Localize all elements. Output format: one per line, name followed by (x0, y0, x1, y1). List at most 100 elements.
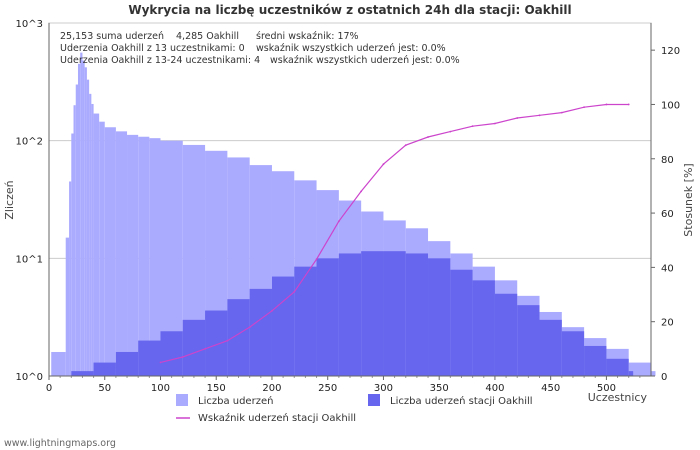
bar-all-strikes (71, 133, 74, 376)
ratio-point (226, 339, 229, 342)
bar-all-strikes (91, 103, 94, 376)
bar-station-strikes (405, 253, 429, 376)
bar-all-strikes (127, 134, 139, 376)
stat-total-strikes: 25,153 suma uderzeń (60, 31, 164, 42)
bar-all-strikes (138, 136, 150, 376)
ratio-point (248, 326, 251, 329)
x-tick-label: 250 (318, 383, 337, 394)
ratio-point (516, 117, 519, 119)
ratio-point (627, 103, 630, 106)
bar-all-strikes (104, 127, 116, 376)
ratio-point (271, 309, 273, 312)
ratio-point (583, 106, 586, 109)
stat-station-strikes: 4,285 Oakhill (176, 31, 239, 42)
bar-station-strikes (160, 331, 183, 376)
x-tick-label: 500 (597, 383, 616, 394)
x-tick-label: 300 (374, 383, 393, 394)
bar-station-strikes (93, 362, 116, 376)
stat-13-24-participants: Uderzenia Oakhill z 13-24 uczestnikami: … (60, 55, 260, 66)
ratio-point (181, 356, 184, 358)
ratio-point (159, 361, 162, 364)
ratio-line-path (160, 103, 629, 363)
stats-panel: 25,153 suma uderzeń 4,285 Oakhill średni… (60, 31, 460, 66)
stat-13-24-ratio: wskaźnik wszystkich uderzeń jest: 0.0% (270, 55, 460, 66)
ratio-point (337, 220, 340, 223)
x-axis-label: Uczestnicy (588, 391, 648, 404)
bar-station-strikes (271, 276, 295, 376)
ratio-point (427, 136, 429, 138)
bar-station-strikes (205, 310, 228, 376)
bar-station-strikes (383, 251, 406, 376)
y-tick-label-left: 10^0 (16, 372, 43, 383)
y-tick-label-right: 100 (661, 100, 680, 111)
ratio-point (560, 111, 563, 114)
y-axis-label-left: Zliczeń (3, 180, 16, 219)
bar-station-strikes (182, 319, 206, 376)
bar-all-strikes (99, 121, 105, 376)
series-station-strikes (71, 251, 634, 376)
ratio-point (360, 190, 363, 193)
x-tick-label: 200 (262, 383, 281, 394)
bar-all-strikes (93, 113, 100, 376)
bar-station-strikes (561, 331, 585, 376)
y-tick-label-right: 40 (661, 263, 674, 274)
x-tick-label: 0 (46, 383, 52, 394)
y-tick-label-right: 0 (661, 372, 667, 383)
ratio-point (204, 347, 206, 350)
x-tick-label: 400 (485, 383, 504, 394)
axes: 10^0 10^1 10^2 10^3 0 20 40 60 80 100 120 0 50 100 150… (16, 19, 681, 394)
ratio-point (494, 122, 496, 125)
bar-station-strikes (517, 305, 540, 376)
x-tick-label: 50 (98, 383, 111, 394)
bar-all-strikes (86, 79, 90, 377)
bar-all-strikes (51, 351, 66, 376)
chart-title: Wykrycia na liczbę uczestników z ostatni… (128, 3, 571, 17)
ratio-point (404, 144, 407, 147)
x-tick-label: 150 (207, 383, 226, 394)
legend: Liczba uderzeń Liczba uderzeń stacji Oak… (176, 394, 533, 424)
bar-station-strikes (115, 351, 139, 376)
bar-all-strikes (149, 138, 161, 376)
stat-13-ratio: wskaźnik wszystkich uderzeń jest: 0.0% (256, 43, 446, 54)
y-axis-label-right: Stosunek [%] (682, 163, 695, 236)
bar-station-strikes (338, 253, 362, 376)
series-station-ratio (159, 103, 630, 364)
stat-average-ratio: średni wskaźnik: 17% (256, 31, 359, 42)
legend-swatch-all-strikes (176, 394, 188, 406)
x-tick-label: 350 (430, 383, 449, 394)
site-credit: www.lightningmaps.org (4, 438, 116, 449)
bar-all-strikes (84, 67, 87, 377)
bar-station-strikes (249, 288, 272, 376)
bar-station-strikes (294, 266, 317, 376)
bar-station-strikes (539, 319, 562, 376)
bar-all-strikes (160, 140, 183, 376)
legend-label-station-strikes: Liczba uderzeń stacji Oakhill (390, 395, 533, 407)
bar-all-strikes (628, 362, 651, 376)
bar-all-strikes (89, 93, 92, 376)
bar-all-strikes (65, 237, 70, 376)
y-tick-label-right: 20 (661, 318, 674, 329)
bar-station-strikes (138, 340, 161, 376)
bar-station-strikes (606, 358, 629, 376)
bar-station-strikes (227, 299, 250, 376)
y-tick-label-left: 10^3 (16, 19, 43, 30)
bar-all-strikes (75, 84, 78, 377)
ratio-point (538, 114, 541, 117)
ratio-point (449, 130, 452, 133)
bar-all-strikes (73, 105, 76, 376)
bar-station-strikes (494, 293, 518, 376)
bar-station-strikes (316, 258, 339, 376)
legend-label-ratio: Wskaźnik uderzeń stacji Oakhill (198, 412, 356, 424)
bar-all-strikes (77, 63, 81, 376)
ratio-point (315, 258, 318, 261)
y-tick-label-left: 10^2 (16, 137, 43, 148)
legend-label-all-strikes: Liczba uderzeń (198, 395, 273, 407)
y-tick-label-right: 80 (661, 155, 674, 166)
stat-13-participants: Uderzenia Oakhill z 13 uczestnikami: 0 (60, 43, 245, 54)
bar-all-strikes (82, 60, 85, 376)
legend-swatch-station-strikes (368, 394, 380, 406)
ratio-point (471, 125, 474, 128)
ratio-point (605, 103, 608, 106)
bar-all-strikes (69, 181, 72, 376)
